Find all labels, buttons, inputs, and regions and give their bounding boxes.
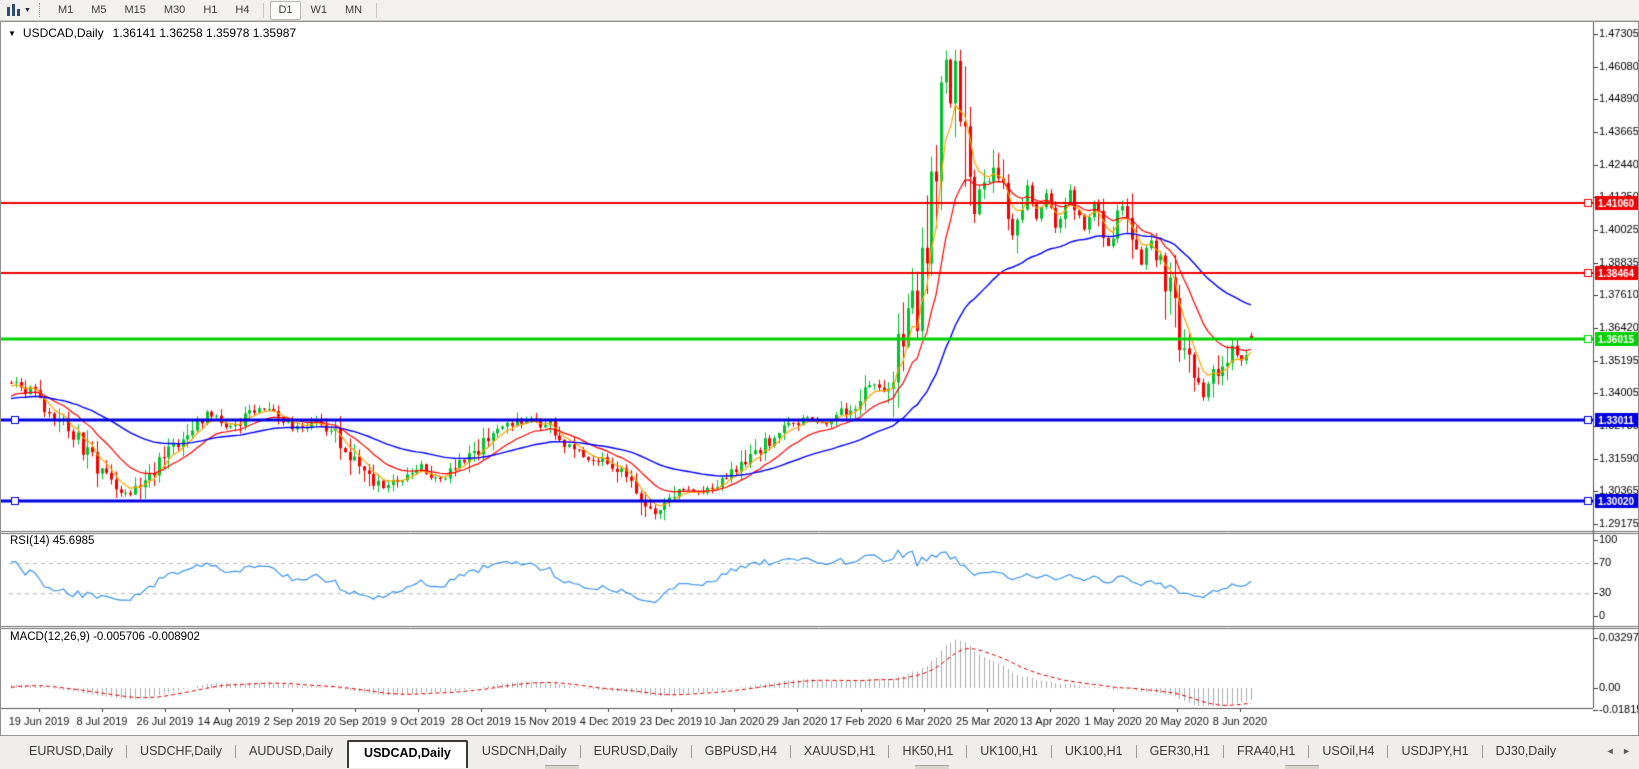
tab-separator — [1481, 744, 1483, 758]
tab-separator — [690, 744, 692, 758]
tab-separator — [1223, 744, 1225, 758]
timeframe-button-m30[interactable]: M30 — [156, 1, 193, 20]
tab-fra40-h1[interactable]: FRA40,H1 — [1237, 744, 1296, 758]
tab-separator — [579, 744, 581, 758]
toolbar: ▼ M1 M5 M15 M30 H1 H4 D1 W1 MN — [0, 0, 1639, 21]
chart-tabs: EURUSD,Daily USDCHF,Daily AUDUSD,Daily USDC… — [0, 737, 1639, 768]
tab-separator — [1308, 744, 1310, 758]
tab-separator — [126, 744, 128, 758]
rsi-indicator-label: RSI(14) 45.6985 — [10, 535, 95, 547]
tab-uk100-h1[interactable]: UK100,H1 — [1064, 744, 1123, 758]
splitter-mark — [1285, 765, 1319, 769]
splitter-mark — [545, 765, 579, 769]
timeframe-button-h4[interactable]: H4 — [227, 1, 257, 20]
tab-ger30-h1[interactable]: GER30,H1 — [1149, 744, 1211, 758]
timeframe-button-w1[interactable]: W1 — [303, 1, 336, 20]
chart-canvas[interactable] — [1, 22, 1638, 735]
tab-usdcnh-daily[interactable]: USDCNH,Daily — [481, 744, 567, 758]
tab-usdjpy-h1[interactable]: USDJPY,H1 — [1401, 744, 1469, 758]
chevron-down-icon: ▼ — [24, 6, 31, 14]
toolbar-grip — [38, 3, 40, 17]
tab-uk100-h1[interactable]: UK100,H1 — [980, 744, 1038, 758]
chart-symbol-label: USDCAD,Daily — [22, 26, 104, 40]
tab-separator — [789, 744, 791, 758]
tab-hk50-h1[interactable]: HK50,H1 — [902, 744, 954, 758]
tab-separator — [1050, 744, 1052, 758]
chart-window: ▼ USDCAD,Daily 1.36141 1.36258 1.35978 1… — [0, 21, 1639, 735]
toolbar-separator — [376, 2, 378, 18]
timeframe-button-m5[interactable]: M5 — [83, 1, 114, 20]
timeframe-button-h1[interactable]: H1 — [195, 1, 225, 20]
charts-menu-button[interactable]: ▼ — [3, 1, 34, 20]
splitter-mark — [915, 765, 949, 769]
chart-tabbar: EURUSD,Daily USDCHF,Daily AUDUSD,Daily USDC… — [0, 735, 1639, 769]
chart-ohlc-values: 1.36141 1.36258 1.35978 1.35987 — [112, 26, 297, 40]
tab-separator — [235, 744, 236, 758]
tab-gbpusd-h4[interactable]: GBPUSD,H4 — [704, 744, 777, 758]
tab-audusd-daily[interactable]: AUDUSD,Daily — [249, 744, 334, 758]
tab-scroll-arrows: ◄ ► — [1601, 746, 1631, 756]
tab-eurusd-daily[interactable]: EURUSD,Daily — [593, 744, 678, 758]
chart-type-icon — [7, 3, 20, 16]
tab-xauusd-h1[interactable]: XAUUSD,H1 — [803, 744, 876, 758]
chart-dropdown-icon[interactable]: ▼ — [8, 28, 16, 38]
chart-title-bar: ▼ USDCAD,Daily 1.36141 1.36258 1.35978 1… — [8, 26, 296, 40]
macd-indicator-label: MACD(12,26,9) -0.005706 -0.008902 — [10, 631, 200, 643]
tab-usdchf-daily[interactable]: USDCHF,Daily — [140, 744, 222, 758]
timeframe-button-m15[interactable]: M15 — [117, 1, 154, 20]
tab-scroll-left-icon[interactable]: ◄ — [1605, 746, 1615, 756]
tab-usoil-h4[interactable]: USOil,H4 — [1322, 744, 1375, 758]
tab-scroll-right-icon[interactable]: ► — [1622, 746, 1631, 756]
timeframe-button-mn[interactable]: MN — [337, 1, 370, 20]
tab-dj30-daily[interactable]: DJ30,Daily — [1495, 744, 1557, 758]
timeframe-button-d1[interactable]: D1 — [270, 0, 301, 20]
tab-separator — [888, 744, 890, 758]
tab-separator — [1135, 744, 1137, 758]
tab-eurusd-daily[interactable]: EURUSD,Daily — [29, 744, 114, 758]
timeframe-toolbar: M1 M5 M15 M30 H1 H4 D1 W1 MN — [49, 0, 382, 21]
toolbar-separator — [263, 2, 265, 18]
tab-usdcad-daily[interactable]: USDCAD,Daily — [347, 740, 468, 768]
tab-separator — [966, 744, 968, 758]
timeframe-button-m1[interactable]: M1 — [50, 1, 81, 20]
tab-separator — [1387, 744, 1389, 758]
